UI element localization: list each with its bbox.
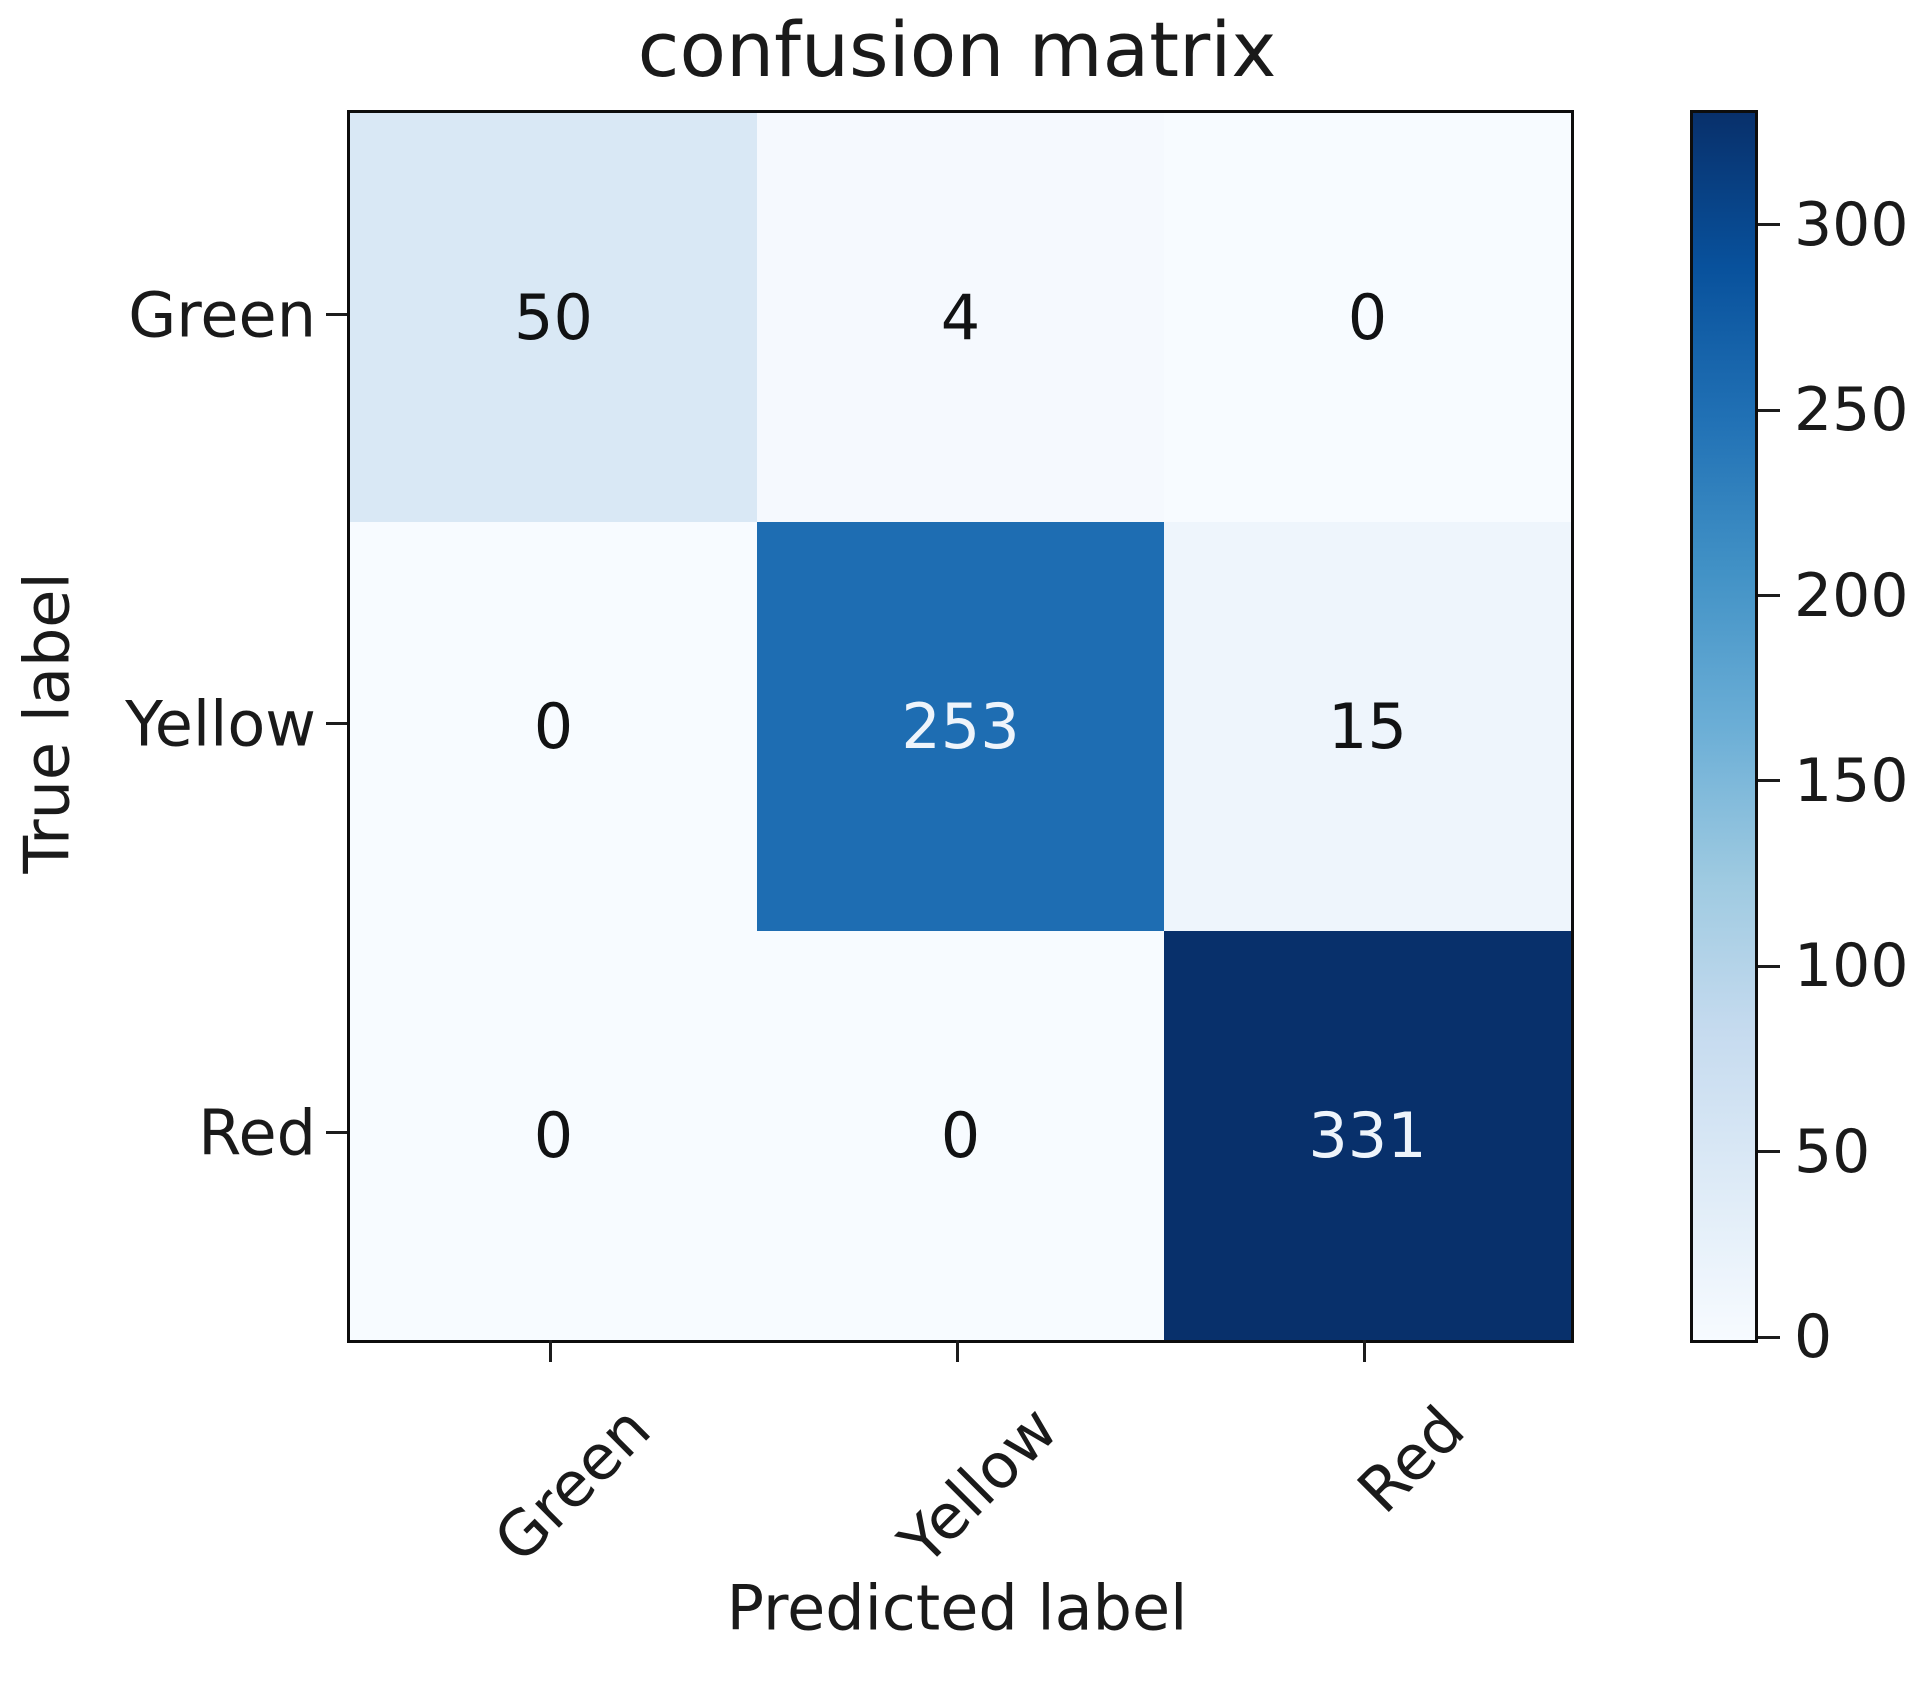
heatmap-cell-red-yellow: 0 [757,931,1164,1340]
heatmap-grid: 50 4 0 0 253 15 0 0 331 [350,113,1571,1340]
x-tick-label-yellow: Yellow [884,1392,1072,1579]
colorbar-tick-label-50: 50 [1794,1116,1871,1187]
colorbar-tick-label-0: 0 [1794,1302,1833,1372]
x-tick-mark-green [549,1340,552,1362]
y-axis-label: True label [10,572,84,874]
heatmap-cell-yellow-red: 15 [1164,522,1571,931]
heatmap-cell-green-red: 0 [1164,113,1571,522]
y-tick-mark-yellow [326,722,347,725]
colorbar-tick-label-150: 150 [1794,745,1909,816]
x-axis-label: Predicted label [726,1571,1188,1645]
y-tick-label-green: Green [128,278,316,351]
heatmap-cell-red-red: 331 [1164,931,1571,1340]
x-tick-mark-yellow [956,1340,959,1362]
colorbar-tick-mark-100 [1758,964,1780,968]
colorbar-tick-mark-300 [1758,223,1780,227]
x-tick-mark-red [1363,1340,1366,1362]
colorbar-tick-mark-0 [1758,1335,1780,1339]
heatmap-cell-green-green: 50 [350,113,757,522]
colorbar-tick-label-200: 200 [1794,560,1909,631]
x-tick-label-green: Green [479,1392,665,1577]
heatmap-cell-yellow-green: 0 [350,522,757,931]
y-tick-mark-red [326,1131,347,1134]
heatmap-cell-red-green: 0 [350,931,757,1340]
colorbar-tick-label-300: 300 [1794,189,1909,260]
colorbar-tick-mark-50 [1758,1150,1780,1154]
heatmap-axes: 50 4 0 0 253 15 0 0 331 [347,110,1574,1343]
colorbar [1690,110,1758,1343]
colorbar-tick-label-250: 250 [1794,375,1909,446]
y-tick-label-yellow: Yellow [125,687,316,760]
colorbar-tick-mark-150 [1758,779,1780,783]
heatmap-cell-green-yellow: 4 [757,113,1164,522]
colorbar-tick-label-100: 100 [1794,931,1909,1002]
x-tick-label-red: Red [1343,1392,1479,1527]
heatmap-cell-yellow-yellow: 253 [757,522,1164,931]
y-tick-mark-green [326,313,347,316]
colorbar-tick-mark-200 [1758,594,1780,598]
y-tick-label-red: Red [198,1096,316,1169]
chart-title: confusion matrix [637,5,1277,94]
colorbar-tick-mark-250 [1758,408,1780,412]
